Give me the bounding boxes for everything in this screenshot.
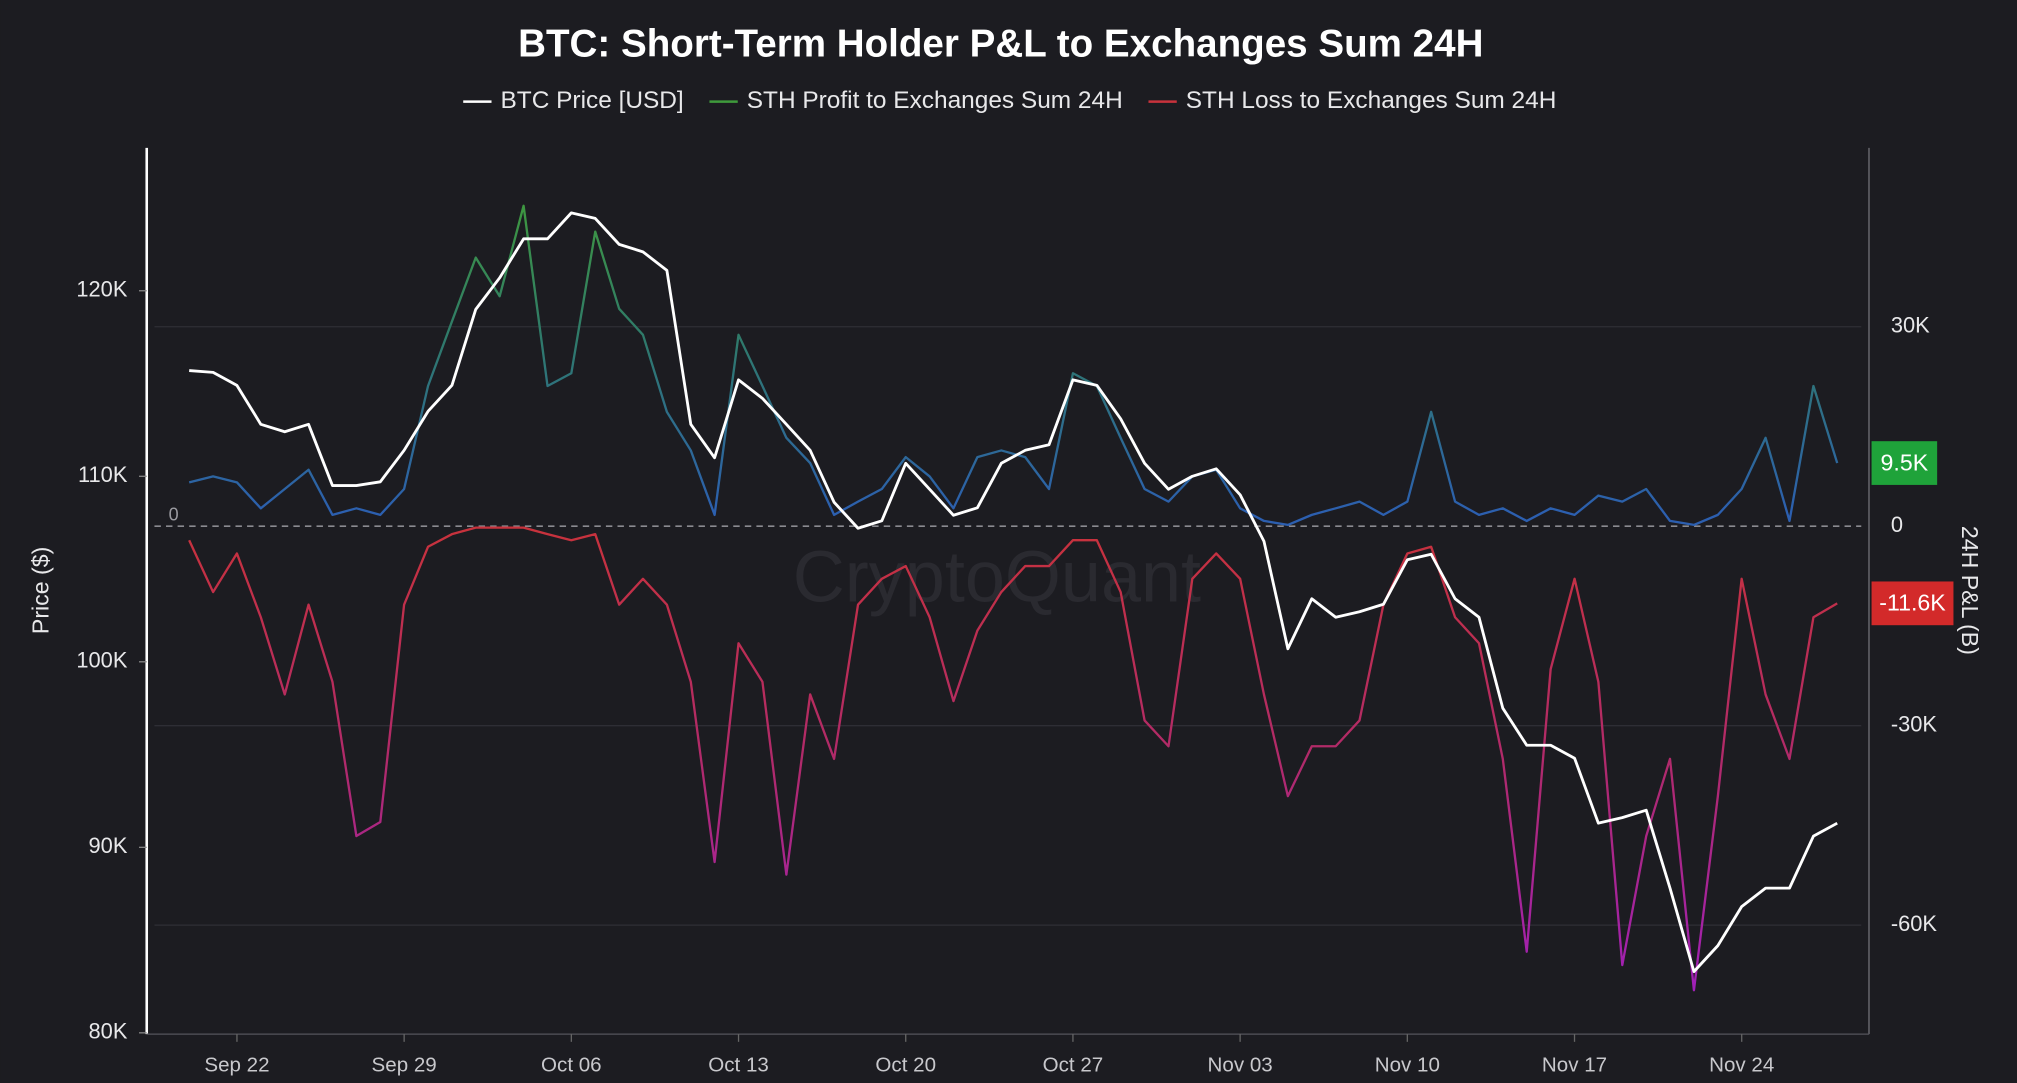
series-line [188, 204, 1839, 527]
y2-tick-label: 0 [1891, 512, 1903, 537]
legend-label: BTC Price [USD] [501, 87, 684, 114]
y2-tick-label: -60K [1891, 911, 1938, 936]
legend-label: STH Loss to Exchanges Sum 24H [1186, 87, 1557, 114]
legend: BTC Price [USD] STH Profit to Exchanges S… [463, 87, 1556, 114]
x-tick-label: Sep 22 [204, 1054, 269, 1077]
y2-tick-label: 30K [1891, 313, 1930, 338]
y-tick-label: 90K [89, 833, 128, 858]
end-badge-box [1871, 441, 1938, 485]
end-badge-label: -11.6K [1879, 590, 1946, 616]
watermark: CryptoQuant [793, 538, 1201, 618]
end-badge: -11.6K [1871, 581, 1954, 626]
y2-tick-label: -30K [1891, 711, 1938, 736]
y-tick-label: 80K [89, 1019, 128, 1044]
y-tick-label: 100K [76, 648, 127, 673]
legend-label: STH Profit to Exchanges Sum 24H [747, 87, 1123, 114]
x-tick-label: Nov 10 [1375, 1054, 1440, 1077]
y-tick-label: 110K [78, 462, 128, 487]
x-tick-label: Oct 27 [1043, 1054, 1104, 1077]
series-line [188, 526, 1838, 992]
x-tick-label: Nov 17 [1542, 1054, 1607, 1077]
y-axis-label: Price ($) [28, 547, 54, 634]
x-tick-label: Nov 24 [1709, 1054, 1774, 1077]
y-tick-label: 120K [76, 277, 127, 302]
end-badge-box [1871, 581, 1954, 626]
end-badge: 9.5K [1871, 441, 1938, 485]
zero-label: 0 [169, 505, 179, 525]
x-tick-label: Nov 03 [1208, 1054, 1273, 1077]
end-badge-label: 9.5K [1881, 449, 1929, 475]
y2-axis-label: 24H P&L (B) [1957, 526, 1983, 655]
x-tick-label: Oct 13 [708, 1054, 769, 1077]
x-tick-label: Oct 20 [875, 1054, 936, 1077]
series-line [189, 211, 1838, 974]
x-tick-label: Sep 29 [372, 1054, 437, 1077]
chart-title: BTC: Short-Term Holder P&L to Exchanges … [518, 22, 1483, 65]
x-tick-label: Oct 06 [541, 1054, 602, 1077]
